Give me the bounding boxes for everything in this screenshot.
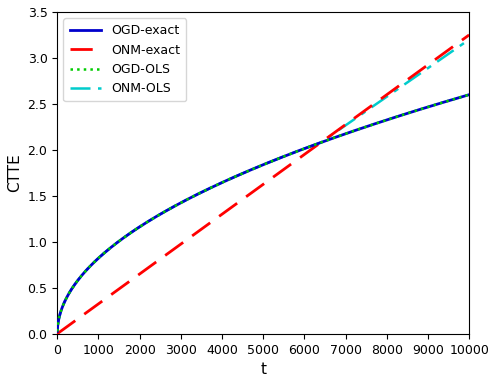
OGD-OLS: [75, 277, 81, 282]
OGD-exact: [378, 119, 384, 124]
ONM-OLS: [254, 165, 260, 169]
ONM-exact: [54, 331, 60, 336]
ONM-exact: [454, 41, 460, 46]
ONM-exact: [75, 316, 81, 321]
OGD-OLS: [466, 93, 472, 97]
Line: ONM-exact: ONM-exact: [57, 35, 469, 334]
OGD-exact: [75, 277, 81, 282]
X-axis label: t: t: [260, 362, 266, 377]
ONM-OLS: [244, 169, 249, 174]
ONM-exact: [378, 96, 384, 101]
OGD-OLS: [454, 96, 460, 101]
ONM-exact: [454, 41, 460, 46]
OGD-exact: [454, 96, 460, 101]
Legend: OGD-exact, ONM-exact, OGD-OLS, ONM-OLS: OGD-exact, ONM-exact, OGD-OLS, ONM-OLS: [63, 18, 186, 101]
OGD-OLS: [254, 165, 260, 169]
OGD-OLS: [378, 119, 384, 124]
ONM-OLS: [466, 37, 472, 42]
ONM-OLS: [75, 277, 81, 282]
ONM-OLS: [454, 46, 460, 50]
OGD-OLS: [244, 169, 249, 174]
OGD-exact: [54, 329, 60, 334]
ONM-OLS: [54, 329, 60, 334]
OGD-exact: [466, 93, 472, 97]
OGD-exact: [454, 96, 460, 101]
OGD-OLS: [54, 329, 60, 334]
Line: ONM-OLS: ONM-OLS: [57, 40, 469, 331]
ONM-exact: [254, 186, 260, 191]
OGD-OLS: [454, 96, 460, 101]
ONM-exact: [466, 33, 472, 37]
Line: OGD-exact: OGD-exact: [57, 95, 469, 331]
OGD-exact: [254, 165, 260, 169]
Y-axis label: CTTE: CTTE: [7, 154, 22, 192]
OGD-exact: [244, 169, 249, 174]
ONM-OLS: [378, 98, 384, 103]
Line: OGD-OLS: OGD-OLS: [57, 95, 469, 331]
ONM-exact: [244, 194, 249, 199]
ONM-OLS: [454, 46, 460, 50]
